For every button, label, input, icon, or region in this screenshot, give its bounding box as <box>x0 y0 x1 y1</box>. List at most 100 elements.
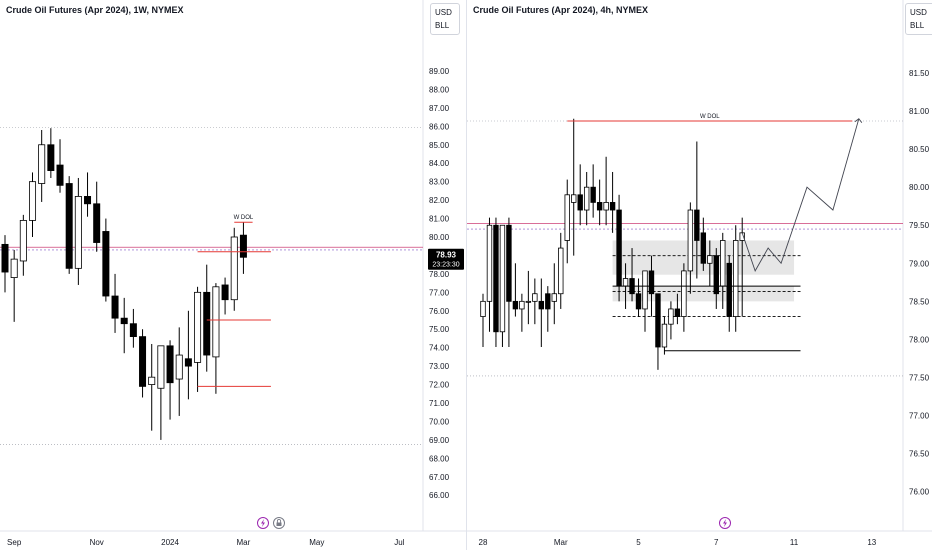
y-tick-label: 73.00 <box>429 362 450 371</box>
h4-currency-box[interactable]: USD BLL <box>905 3 932 35</box>
y-tick-label: 69.00 <box>429 436 450 445</box>
bullish-candle <box>668 308 674 325</box>
y-tick-label: 89.00 <box>429 67 450 76</box>
y-tick-label: 68.00 <box>429 454 450 463</box>
bearish-candle <box>700 232 707 264</box>
weekly-chart-pane[interactable]: 89.00 88.00 87.00 86.00 85.00 84.00 83.00 82.00… <box>0 0 466 550</box>
bearish-candle <box>590 186 596 203</box>
bullish-candle <box>558 247 564 295</box>
bullish-candle <box>687 209 694 272</box>
projection-path <box>741 118 860 272</box>
y-tick-label: 70.00 <box>429 417 450 426</box>
x-tick-label: 2024 <box>161 538 179 547</box>
bullish-candle <box>583 186 590 211</box>
y-tick-label: 77.00 <box>909 411 930 420</box>
lightning-icon[interactable] <box>719 517 731 529</box>
bullish-candle <box>148 376 156 385</box>
w-dol-label: W DOL <box>234 215 254 221</box>
bullish-candle <box>622 278 629 287</box>
bullish-candle <box>10 258 18 278</box>
lightning-glyph <box>723 519 727 527</box>
x-tick-label: Mar <box>237 538 251 547</box>
y-tick-label: 78.00 <box>909 335 930 344</box>
y-tick-label: 83.00 <box>429 178 450 187</box>
lock-shackle <box>276 519 282 523</box>
bullish-candle <box>157 345 165 389</box>
bullish-candle <box>551 293 557 302</box>
bearish-candle <box>577 194 583 211</box>
bullish-candle <box>642 270 648 310</box>
x-tick-label: 28 <box>479 538 488 547</box>
y-tick-label: 86.00 <box>429 122 450 131</box>
h4-chart-canvas[interactable]: 81.50 81.00 80.50 80.00 79.50 79.00 78.50 78.00… <box>467 0 932 550</box>
bearish-candle <box>674 308 681 317</box>
x-tick-label: 5 <box>636 538 641 547</box>
bullish-candle <box>230 236 238 301</box>
last-price-value: 78.93 <box>436 251 457 260</box>
weekly-unit-label: BLL <box>435 21 450 30</box>
bearish-candle <box>65 183 73 269</box>
h4-currency-label: USD <box>910 8 927 17</box>
bearish-candle <box>139 336 147 387</box>
projection-arrowhead <box>854 118 863 123</box>
bullish-candle <box>532 293 538 302</box>
bullish-candle <box>707 255 713 264</box>
bearish-candle <box>239 234 247 258</box>
x-tick-label: Nov <box>90 538 104 547</box>
bearish-candle <box>84 196 92 205</box>
bullish-candle <box>38 144 46 184</box>
weekly-currency-label: USD <box>435 8 452 17</box>
bullish-candle <box>19 219 27 262</box>
y-tick-label: 80.00 <box>909 183 930 192</box>
bearish-candle <box>545 293 551 310</box>
bullish-candle <box>486 224 493 302</box>
bar-countdown: 23:23:30 <box>432 262 459 269</box>
y-tick-label: 81.00 <box>429 215 450 224</box>
bullish-candle <box>175 354 183 380</box>
y-tick-label: 80.50 <box>909 145 930 154</box>
bullish-candle <box>194 291 202 363</box>
bullish-candle <box>733 240 739 317</box>
weekly-chart-canvas[interactable]: 89.00 88.00 87.00 86.00 85.00 84.00 83.00 82.00… <box>0 0 466 550</box>
w-dol-label: W DOL <box>700 114 720 120</box>
weekly-currency-box[interactable]: USD BLL <box>430 3 460 35</box>
bullish-candle <box>525 300 532 303</box>
bullish-candle <box>29 181 37 221</box>
x-tick-label: Jul <box>394 538 404 547</box>
y-tick-label: 75.00 <box>429 325 450 334</box>
y-tick-label: 88.00 <box>429 85 450 94</box>
bearish-candle <box>648 270 655 295</box>
y-tick-label: 72.00 <box>429 381 450 390</box>
bearish-candle <box>512 300 519 310</box>
h4-chart-title: Crude Oil Futures (Apr 2024), 4h, NYMEX <box>473 5 649 15</box>
x-tick-label: Sep <box>7 538 22 547</box>
y-tick-label: 77.00 <box>429 288 450 297</box>
weekly-chart-title: Crude Oil Futures (Apr 2024), 1W, NYMEX <box>6 5 184 15</box>
y-tick-label: 78.00 <box>429 270 450 279</box>
lightning-icon[interactable] <box>257 517 269 529</box>
bearish-candle <box>221 284 229 301</box>
bullish-candle <box>212 286 220 358</box>
y-tick-label: 67.00 <box>429 473 450 482</box>
bearish-candle <box>47 144 55 171</box>
bearish-candle <box>166 345 174 384</box>
y-tick-label: 80.00 <box>429 233 450 242</box>
bearish-candle <box>203 291 211 356</box>
bearish-candle <box>129 323 137 338</box>
h4-chart-pane[interactable]: 81.50 81.00 80.50 80.00 79.50 79.00 78.50 78.00… <box>466 0 932 550</box>
x-tick-label: May <box>309 538 324 547</box>
bearish-candle <box>609 202 616 211</box>
bullish-candle <box>480 300 486 317</box>
bearish-candle <box>694 209 700 241</box>
bearish-candle <box>655 293 661 348</box>
bearish-candle <box>111 295 119 319</box>
lock-icon[interactable] <box>273 517 285 529</box>
bullish-candle <box>519 300 525 310</box>
y-tick-label: 77.50 <box>909 373 930 382</box>
bearish-candle <box>1 243 9 273</box>
y-tick-label: 87.00 <box>429 104 450 113</box>
bearish-candle <box>538 300 545 310</box>
bullish-candle <box>74 196 82 269</box>
x-tick-label: 7 <box>714 538 719 547</box>
y-tick-label: 81.50 <box>909 69 930 78</box>
